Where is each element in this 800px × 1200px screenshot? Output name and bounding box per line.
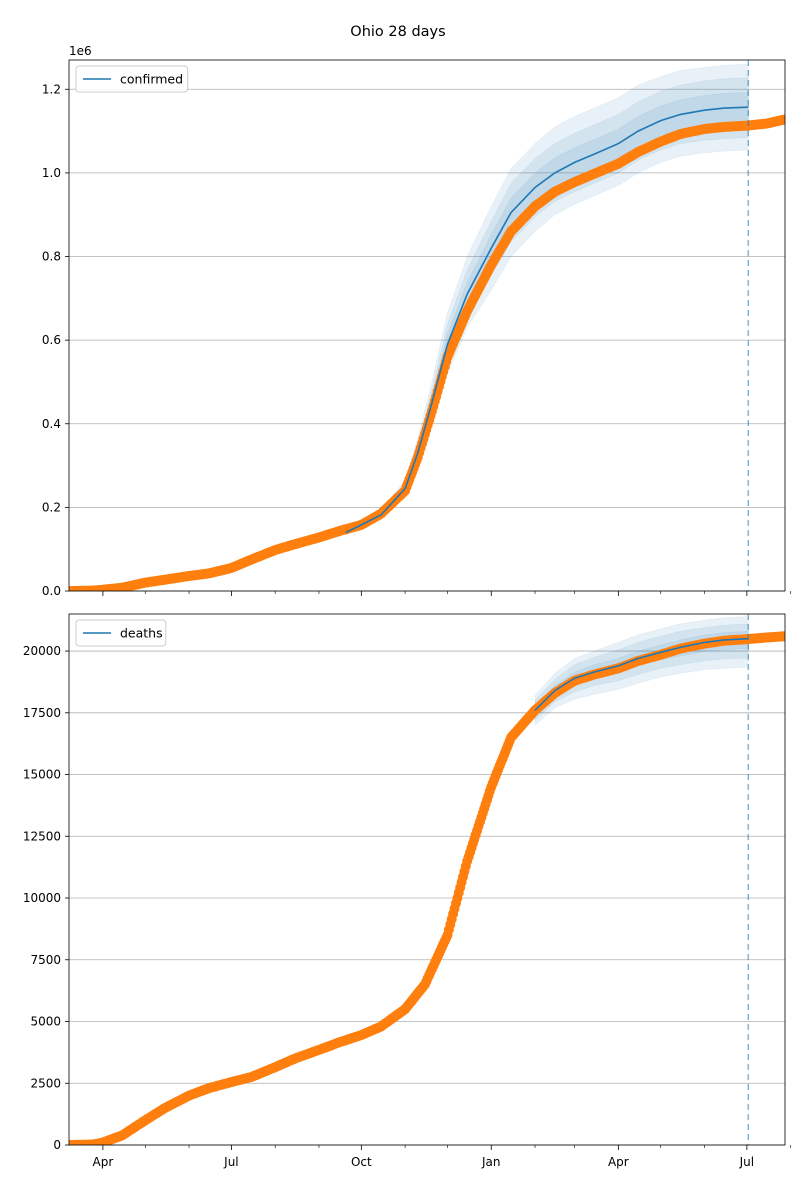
observed-series [69, 631, 785, 1145]
legend: deaths [75, 619, 167, 647]
x-tick-label: Jul [739, 1155, 754, 1169]
x-tick-label: Oct [351, 1155, 372, 1169]
deaths-panel: 0 2500 5000 7500 10000 12500 15000 17500 20000 Ap… [23, 613, 791, 1169]
y-tick-label: 0.2 [42, 500, 61, 514]
y-tick-label: 17500 [23, 706, 61, 720]
observed-point [780, 114, 785, 125]
model-line [345, 106, 749, 534]
y-tick-label: 15000 [23, 768, 61, 782]
y-tick-label: 2500 [30, 1076, 61, 1090]
y-tick-label: 12500 [23, 829, 61, 843]
y-tick-label: 0.8 [42, 250, 61, 264]
legend-box [75, 65, 189, 93]
x-tick-label: Apr [608, 1155, 629, 1169]
y-tick-label: 10000 [23, 891, 61, 905]
x-tick-label: Apr [93, 1155, 114, 1169]
y-tick-label: 5000 [30, 1015, 61, 1029]
legend-label: confirmed [120, 72, 183, 87]
observed-point [780, 631, 785, 642]
figure-title: Ohio 28 days [350, 24, 445, 40]
y-tick-label: 7500 [30, 953, 61, 967]
y-tick-label: 0.6 [42, 333, 61, 347]
legend: confirmed [75, 65, 189, 93]
plot-area [69, 63, 785, 591]
x-tick-label: Jul [223, 1155, 238, 1169]
y-tick-label: 0.4 [42, 417, 61, 431]
y-tick-label: 1.2 [42, 82, 61, 96]
y-tick-label: 20000 [23, 644, 61, 658]
y-tick-label: 1.0 [42, 166, 61, 180]
y-tick-label: 0 [53, 1138, 61, 1152]
axes-frame [68, 613, 786, 1146]
legend-label: deaths [120, 626, 163, 641]
y-tick-label: 0.0 [42, 584, 61, 598]
y-offset-label: 1e6 [69, 44, 92, 58]
axes-frame [68, 59, 786, 592]
model-line [534, 637, 749, 711]
plot-area [69, 616, 785, 1145]
legend-box [75, 619, 167, 647]
x-tick-label: Jan [481, 1155, 501, 1169]
confirmed-panel: 0.0 0.2 0.4 0.6 0.8 1.0 1.2 1e6 confirmed [42, 44, 791, 598]
